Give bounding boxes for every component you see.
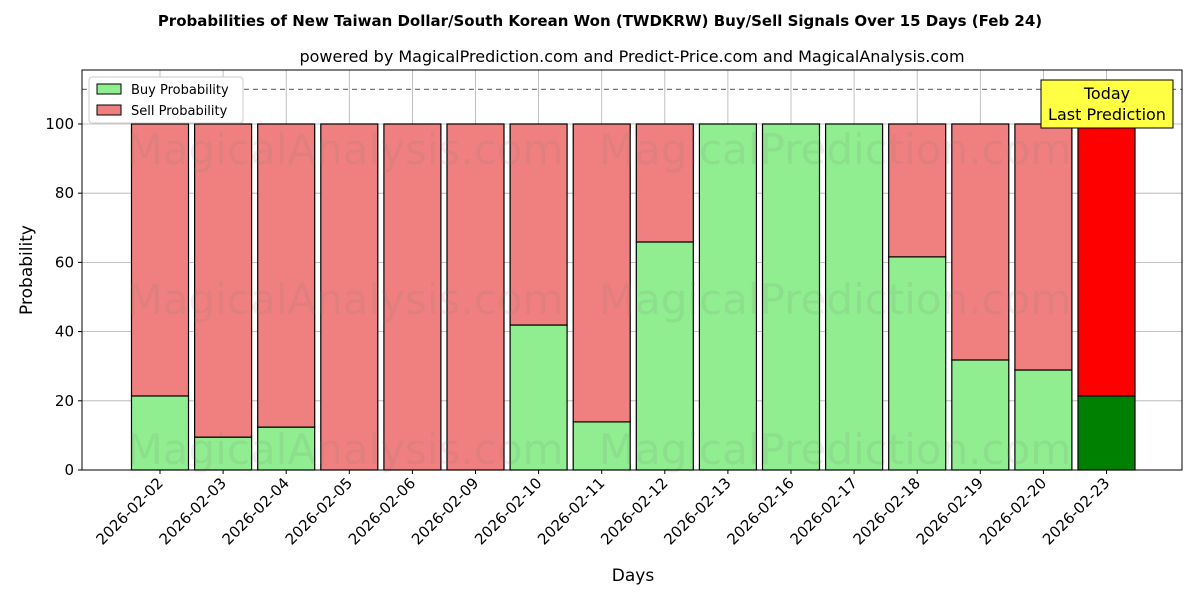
buy-bar [761,123,821,471]
y-axis-label: Probability [17,225,37,315]
buy-bar [1077,395,1136,471]
buy-bar [572,421,631,471]
x-tick-label: 2026-02-16 [723,474,797,548]
legend-sell-swatch [96,104,122,116]
watermark: MagicalPrediction.com [599,275,1072,324]
legend-buy-swatch [96,83,122,95]
sell-bar [1014,123,1073,371]
x-tick-label: 2026-02-09 [408,474,482,548]
chart-subtitle: powered by MagicalPrediction.com and Pre… [299,47,964,66]
sell-bar [194,123,253,438]
x-tick-label: 2026-02-12 [597,474,671,548]
sell-bar [888,123,947,258]
watermark: MagicalPrediction.com [599,125,1072,174]
sell-bar [509,123,568,326]
x-tick-label: 2026-02-17 [787,474,861,548]
buy-bar [698,123,758,471]
x-tick-label: 2026-02-06 [345,474,419,548]
x-axis-label: Days [612,566,655,586]
sell-bar [446,123,505,471]
buy-bar [951,359,1010,471]
plot-frame [81,69,1183,471]
x-tick-label: 2026-02-02 [92,474,166,548]
sell-bar [1077,123,1136,397]
buy-bar [824,123,884,471]
legend-sell-label: Sell Probability [131,104,228,119]
y-tick-label: 80 [55,184,74,202]
watermark: MagicalAnalysis.com [127,275,564,324]
legend-buy-label: Buy Probability [131,83,229,98]
x-tick-label: 2026-02-13 [660,474,734,548]
x-tick-label: 2026-02-03 [156,474,230,548]
buy-bar [888,256,947,471]
x-tick-label: 2026-02-23 [1039,474,1113,548]
sell-bar [257,123,316,428]
chart-title: Probabilities of New Taiwan Dollar/South… [158,12,1042,30]
buy-bar [1014,369,1073,471]
y-tick-label: 40 [55,323,74,341]
watermark: MagicalAnalysis.com [127,425,564,474]
x-tick-label: 2026-02-19 [913,474,987,548]
today-annotation: Today Last Prediction [1040,79,1174,129]
legend: Buy Probability Sell Probability [88,76,244,124]
buy-bar [635,241,694,471]
watermark: MagicalAnalysis.com [127,125,564,174]
buy-bar [509,324,568,471]
x-tick-label: 2026-02-04 [219,474,293,548]
sell-bar [383,123,442,471]
y-tick-label: 0 [64,461,74,479]
x-tick-label: 2026-02-05 [282,474,356,548]
sell-bar [320,123,379,471]
x-tick-label: 2026-02-18 [850,474,924,548]
sell-bar [635,123,694,243]
annotation-line-2: Last Prediction [1048,105,1166,124]
annotation-line-1: Today [1083,84,1130,103]
x-tick-label: 2026-02-11 [534,474,608,548]
y-tick-label: 20 [55,392,74,410]
y-tick-label: 60 [55,253,74,271]
sell-bar [130,123,190,397]
x-tick-label: 2026-02-10 [471,474,545,548]
sell-bar [951,123,1010,361]
y-tick-label: 100 [45,115,74,133]
watermark: MagicalPrediction.com [599,425,1072,474]
x-tick-label: 2026-02-20 [976,474,1050,548]
sell-bar [572,123,631,423]
buy-bar [257,426,316,471]
